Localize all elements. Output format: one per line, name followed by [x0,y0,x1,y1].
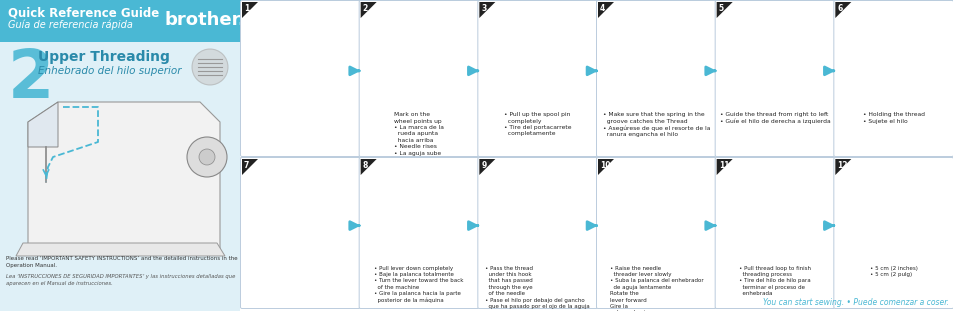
Polygon shape [242,2,257,18]
Bar [0,42,240,311]
Text: 2: 2 [362,4,368,13]
Text: 11: 11 [718,161,728,170]
Polygon shape [242,159,257,175]
Text: • Raise the needle
  threader lever slowly
• Suba la palanca del enhebrador
  de: • Raise the needle threader lever slowly… [609,266,702,311]
Text: • Pull up the spool pin
  completely
• Tire del portacarrete
  completamente: • Pull up the spool pin completely • Tir… [503,112,571,136]
Polygon shape [716,159,732,175]
Polygon shape [716,2,732,18]
Polygon shape [16,243,225,256]
FancyBboxPatch shape [833,1,952,156]
Text: 12: 12 [837,161,847,170]
Circle shape [199,149,214,165]
FancyBboxPatch shape [358,1,478,156]
Text: Lea ‘INSTRUCCIONES DE SEGURIDAD IMPORTANTES’ y las instrucciones detalladas que
: Lea ‘INSTRUCCIONES DE SEGURIDAD IMPORTAN… [6,274,235,285]
FancyBboxPatch shape [358,157,478,309]
Text: • Make sure that the spring in the
  groove catches the Thread
• Asegúrese de qu: • Make sure that the spring in the groov… [602,112,709,137]
Text: 7: 7 [244,161,249,170]
Text: • Guide the thread from right to left
• Guíe el hilo de derecha a izquierda: • Guide the thread from right to left • … [719,112,829,124]
Circle shape [192,49,228,85]
Text: • 5 cm (2 inches)
• 5 cm (2 pulg): • 5 cm (2 inches) • 5 cm (2 pulg) [869,266,917,277]
Polygon shape [598,159,614,175]
Text: Quick Reference Guide: Quick Reference Guide [8,7,159,20]
Text: 10: 10 [599,161,610,170]
Polygon shape [28,102,220,251]
FancyBboxPatch shape [240,1,360,156]
Text: • Holding the thread
• Sujete el hilo: • Holding the thread • Sujete el hilo [862,112,923,123]
FancyBboxPatch shape [240,157,360,309]
Text: You can start sewing. • Puede comenzar a coser.: You can start sewing. • Puede comenzar a… [762,298,948,307]
Polygon shape [478,159,495,175]
Text: Mark on the
wheel points up
• La marca de la
  rueda apunta
  hacia arriba
• Nee: Mark on the wheel points up • La marca d… [394,112,443,156]
Text: 6: 6 [837,4,841,13]
Text: Guía de referencia rápida: Guía de referencia rápida [8,20,132,30]
FancyBboxPatch shape [477,157,597,309]
FancyBboxPatch shape [715,157,834,309]
FancyBboxPatch shape [596,1,716,156]
Polygon shape [28,102,58,147]
Text: Enhebrado del hilo superior: Enhebrado del hilo superior [38,66,181,76]
Text: • Pull lever down completely
• Baje la palanca totalmente
• Turn the lever towar: • Pull lever down completely • Baje la p… [374,266,463,303]
FancyBboxPatch shape [596,157,716,309]
FancyBboxPatch shape [833,157,952,309]
Polygon shape [360,2,376,18]
FancyBboxPatch shape [477,1,597,156]
Text: • Pull thread loop to finish
  threading process
• Tire del hilo de hilo para
  : • Pull thread loop to finish threading p… [739,266,810,296]
Text: 2: 2 [8,46,54,112]
Text: 8: 8 [362,161,368,170]
Bar [0,0,953,42]
Text: 5: 5 [718,4,723,13]
Polygon shape [478,2,495,18]
Text: Please read ‘IMPORTANT SAFETY INSTRUCTIONS’ and the detailed instructions in the: Please read ‘IMPORTANT SAFETY INSTRUCTIO… [6,256,237,267]
Text: 4: 4 [599,4,604,13]
Text: 1: 1 [244,4,249,13]
Text: brother.: brother. [165,11,246,29]
Text: Upper Threading: Upper Threading [38,50,170,64]
Polygon shape [835,159,850,175]
Text: • Pass the thread
  under this hook
  that has passed
  through the eye
  of the: • Pass the thread under this hook that h… [485,266,589,309]
Polygon shape [360,159,376,175]
FancyBboxPatch shape [715,1,834,156]
Text: 3: 3 [481,4,486,13]
Polygon shape [835,2,850,18]
Text: 9: 9 [481,161,486,170]
Polygon shape [598,2,614,18]
Circle shape [187,137,227,177]
